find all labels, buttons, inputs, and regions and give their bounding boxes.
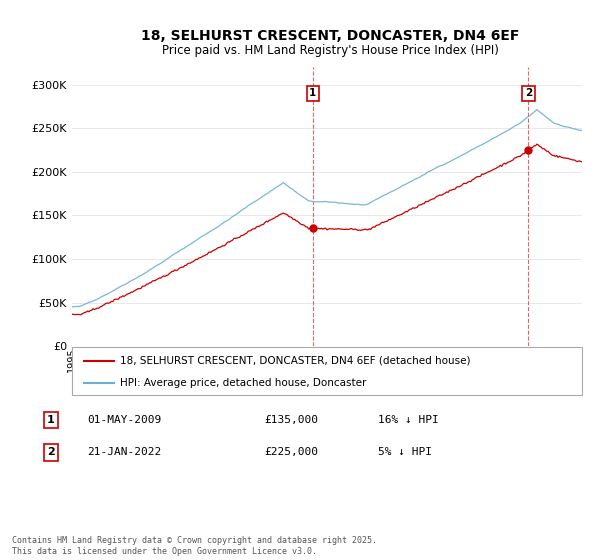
Text: 1: 1 <box>309 88 317 99</box>
Text: 2: 2 <box>525 88 532 99</box>
Text: £135,000: £135,000 <box>264 415 318 425</box>
Text: 16% ↓ HPI: 16% ↓ HPI <box>378 415 439 425</box>
Text: 1: 1 <box>47 415 55 425</box>
Text: Price paid vs. HM Land Registry's House Price Index (HPI): Price paid vs. HM Land Registry's House … <box>161 44 499 57</box>
Text: 2: 2 <box>47 447 55 458</box>
Text: 5% ↓ HPI: 5% ↓ HPI <box>378 447 432 458</box>
Text: £225,000: £225,000 <box>264 447 318 458</box>
Text: 18, SELHURST CRESCENT, DONCASTER, DN4 6EF: 18, SELHURST CRESCENT, DONCASTER, DN4 6E… <box>141 29 519 44</box>
Text: 18, SELHURST CRESCENT, DONCASTER, DN4 6EF (detached house): 18, SELHURST CRESCENT, DONCASTER, DN4 6E… <box>120 356 470 366</box>
Text: Contains HM Land Registry data © Crown copyright and database right 2025.
This d: Contains HM Land Registry data © Crown c… <box>12 536 377 556</box>
Text: 01-MAY-2009: 01-MAY-2009 <box>87 415 161 425</box>
Text: 21-JAN-2022: 21-JAN-2022 <box>87 447 161 458</box>
Text: HPI: Average price, detached house, Doncaster: HPI: Average price, detached house, Donc… <box>120 378 367 388</box>
